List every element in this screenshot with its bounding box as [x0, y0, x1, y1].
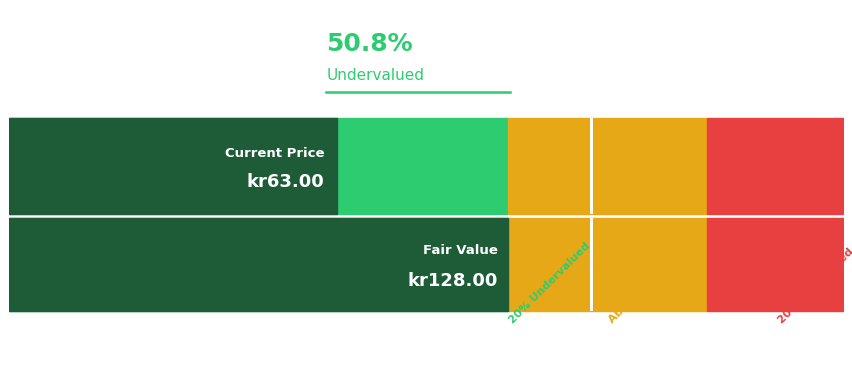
Text: kr63.00: kr63.00: [246, 173, 324, 191]
Bar: [9, 218, 507, 311]
Bar: [589, 117, 592, 214]
Bar: [507, 117, 705, 214]
Bar: [507, 218, 705, 311]
Text: About Right: About Right: [607, 266, 666, 325]
Bar: [9, 117, 507, 214]
Text: Fair Value: Fair Value: [423, 244, 497, 257]
Bar: [705, 218, 843, 311]
Text: kr128.00: kr128.00: [406, 272, 497, 290]
Text: Current Price: Current Price: [225, 147, 324, 160]
Bar: [9, 117, 337, 214]
Text: 50.8%: 50.8%: [325, 32, 412, 56]
Text: 20% Overvalued: 20% Overvalued: [775, 247, 852, 325]
Text: Undervalued: Undervalued: [325, 68, 423, 82]
Bar: [589, 218, 592, 311]
Text: 20% Undervalued: 20% Undervalued: [507, 241, 591, 325]
Bar: [705, 117, 843, 214]
Bar: [9, 218, 507, 311]
